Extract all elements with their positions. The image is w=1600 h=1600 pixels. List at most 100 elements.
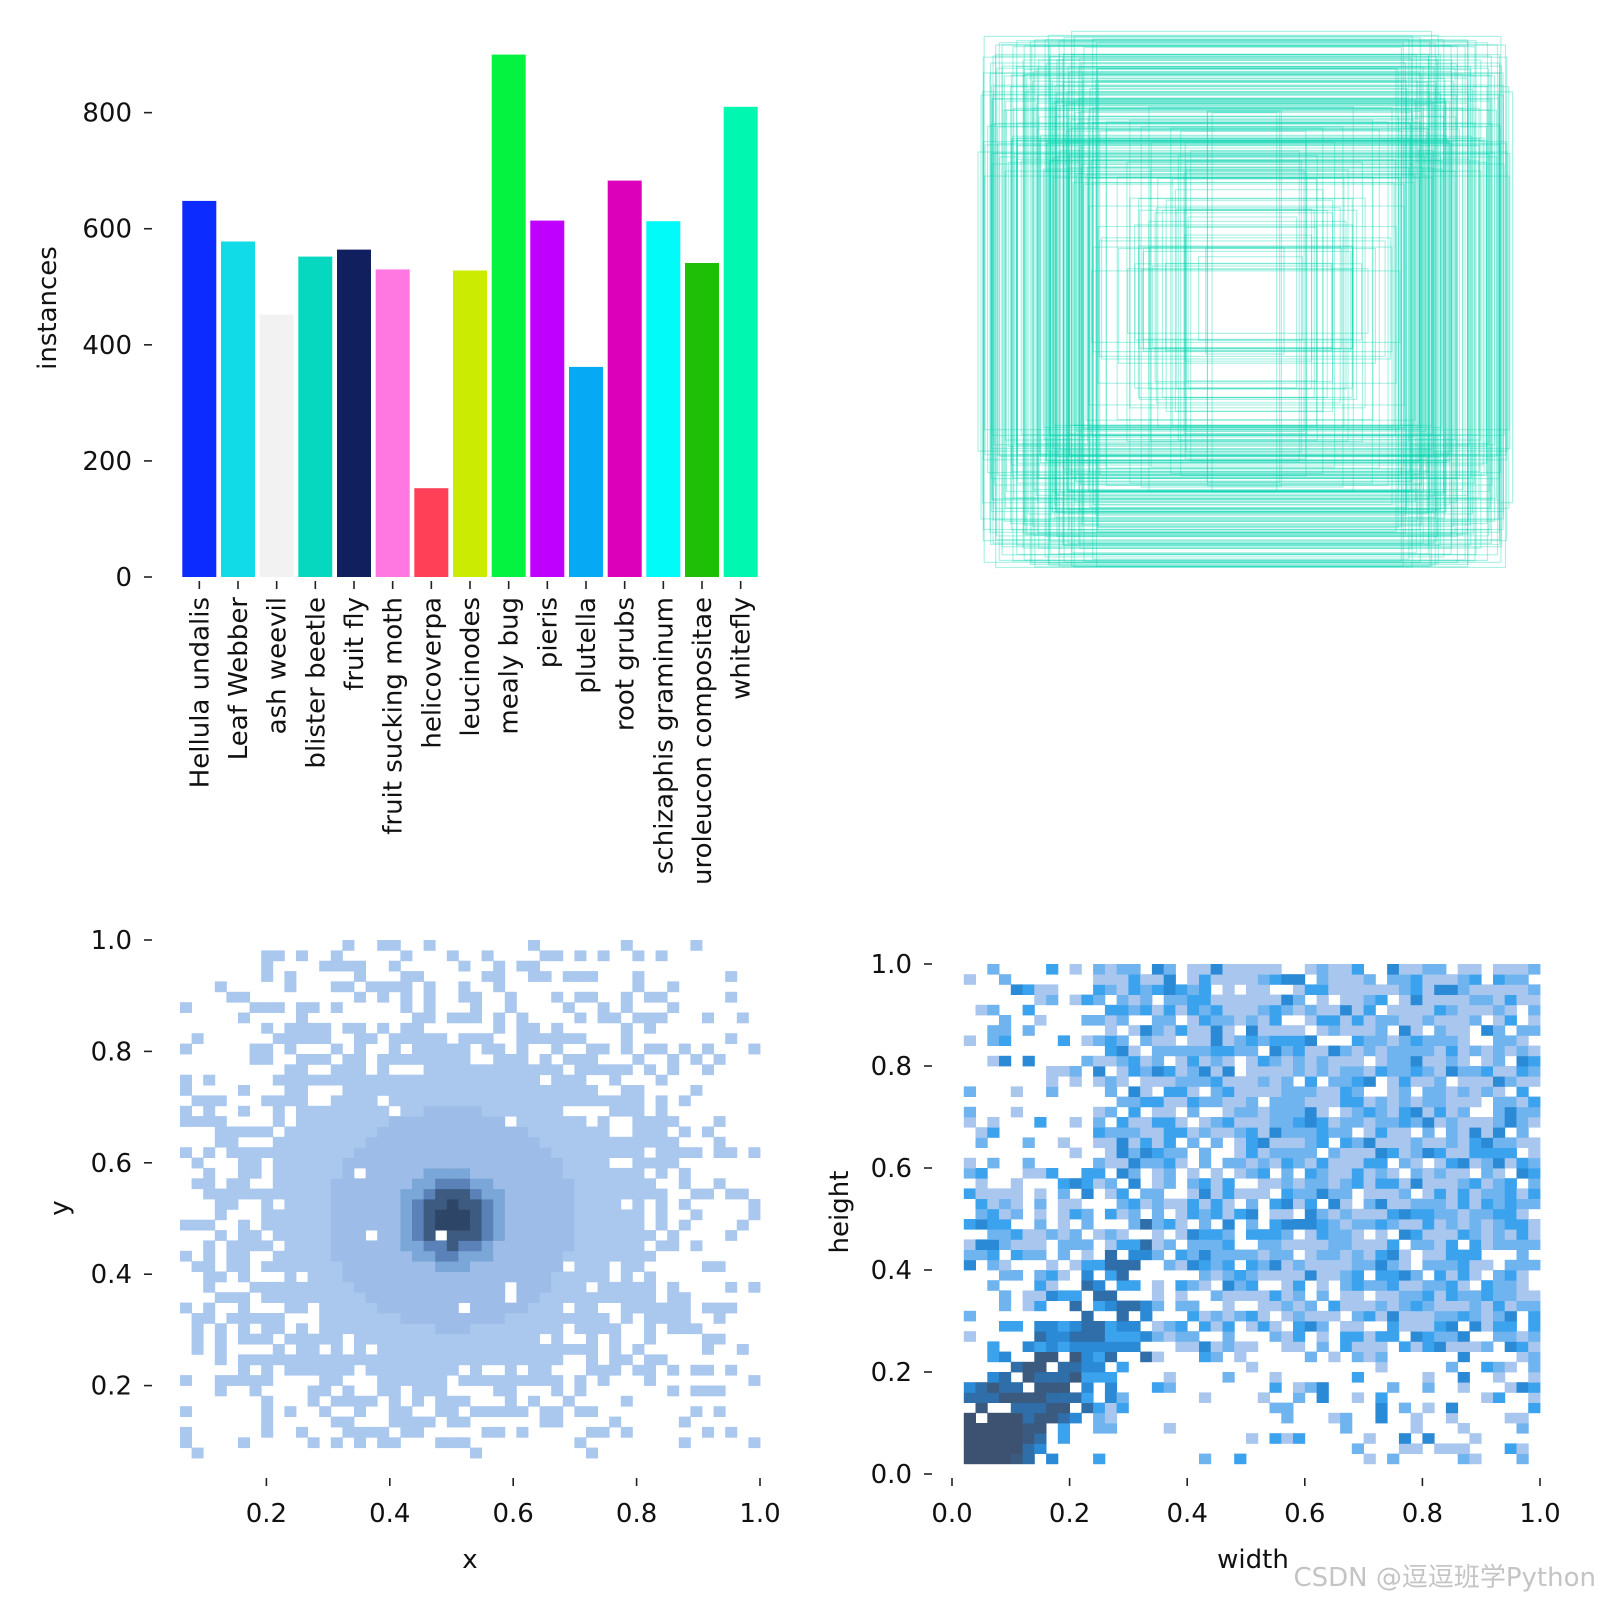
bbox-221: [1095, 80, 1407, 516]
wh-cell: [1128, 1239, 1141, 1250]
xy-cell: [249, 1230, 262, 1241]
wh-cell: [1057, 1137, 1070, 1148]
xy-cell: [516, 1126, 529, 1138]
wh-cell: [1316, 1178, 1329, 1189]
wh-cell: [1516, 1300, 1529, 1312]
wh-cell: [1128, 1168, 1141, 1179]
wh-cell: [1187, 994, 1200, 1006]
y-axis-label: height: [825, 1171, 855, 1254]
xy-cell: [528, 1364, 540, 1376]
wh-cell: [1363, 1035, 1376, 1046]
bbox-174: [1049, 77, 1446, 519]
bbox-158: [1190, 150, 1300, 462]
xy-cell: [354, 1250, 366, 1262]
xy-cell: [354, 1230, 366, 1241]
wh-cell: [1081, 1361, 1094, 1373]
xy-cell: [470, 991, 482, 1003]
wh-cell: [1516, 1412, 1529, 1424]
xy-cell: [307, 1126, 320, 1138]
xy-cell: [678, 1313, 691, 1324]
wh-cell: [1410, 1004, 1423, 1016]
wh-cell: [999, 1259, 1012, 1271]
wh-cell: [1293, 1127, 1306, 1138]
xy-cell: [400, 1313, 413, 1324]
xy-cell: [667, 1002, 680, 1013]
wh-cell: [1469, 1066, 1482, 1077]
xy-cell: [574, 1188, 587, 1200]
xy-cell: [365, 1178, 378, 1190]
xy-cell: [620, 1261, 633, 1272]
wh-cell: [1234, 964, 1247, 975]
wh-cell: [1398, 1321, 1412, 1332]
wh-cell: [1410, 1321, 1423, 1332]
xy-cell: [597, 1147, 610, 1158]
wh-cell: [1046, 1402, 1059, 1414]
bbox-68: [982, 72, 1504, 531]
xy-cell: [562, 1271, 575, 1283]
wh-cell: [1493, 964, 1506, 975]
wh-cell: [1210, 1086, 1223, 1097]
xy-cell: [272, 1354, 285, 1366]
wh-cell: [1493, 984, 1506, 995]
wh-cell: [1187, 1239, 1200, 1250]
wh-cell: [1493, 1280, 1506, 1291]
wh-cell: [1363, 1045, 1376, 1057]
xy-cell: [609, 1074, 622, 1086]
wh-cell: [1398, 1402, 1412, 1414]
y-tick-label: 800: [82, 99, 132, 129]
wh-cell: [1304, 1086, 1317, 1097]
wh-cell: [1363, 984, 1376, 995]
xy-cell: [191, 1178, 204, 1190]
xy-cell: [586, 1199, 598, 1210]
bbox-48: [1211, 112, 1278, 493]
wh-cell: [1093, 1066, 1106, 1077]
xy-cell: [586, 1126, 598, 1138]
wh-cell: [1457, 1096, 1470, 1108]
bbox-155: [1165, 199, 1334, 413]
bbox-143: [1134, 263, 1363, 341]
xy-cell: [412, 1012, 424, 1024]
wh-cell: [1363, 1280, 1376, 1291]
xy-cell: [412, 1364, 424, 1376]
wh-cell: [1210, 1290, 1223, 1301]
xy-cell: [272, 1250, 285, 1262]
wh-cell: [1210, 1351, 1223, 1363]
xy-cell: [446, 1116, 459, 1127]
x-tick-label: helicoverpa: [417, 597, 447, 749]
wh-cell: [1046, 1086, 1059, 1097]
wh-cell: [1057, 1423, 1070, 1434]
xy-cell: [423, 1105, 436, 1117]
x-tick-label: 0.4: [369, 1499, 410, 1529]
xy-cell: [470, 1219, 482, 1231]
bbox-126: [1049, 55, 1438, 543]
wh-cell: [1069, 1341, 1082, 1352]
xy-cell: [354, 1292, 366, 1303]
wh-cell: [1081, 1015, 1094, 1026]
xy-cell: [330, 1313, 343, 1324]
xy-cell: [249, 1385, 262, 1397]
wh-cell: [1199, 1025, 1212, 1036]
xy-cell: [470, 1178, 482, 1190]
wh-cell: [1304, 1321, 1317, 1332]
xy-cell: [412, 1043, 424, 1055]
xy-cell: [261, 1022, 274, 1034]
wh-cell: [1363, 1168, 1376, 1179]
wh-cell: [1516, 1086, 1529, 1097]
wh-cell: [1363, 1137, 1376, 1148]
xy-cell: [354, 1281, 366, 1293]
xy-cell: [412, 1022, 424, 1034]
wh-cell: [1422, 1004, 1435, 1016]
wh-cell: [1422, 1127, 1435, 1138]
xy-cell: [574, 1302, 587, 1314]
xy-cell: [470, 1313, 482, 1324]
xy-cell: [655, 991, 668, 1003]
xy-cell: [214, 1209, 227, 1221]
wh-cell: [1116, 1300, 1129, 1312]
wh-cell: [1257, 1004, 1270, 1016]
wh-cell: [1493, 1208, 1506, 1220]
xy-cell: [238, 1178, 250, 1190]
xy-cell: [423, 1074, 436, 1086]
wh-cell: [1445, 1219, 1459, 1230]
xy-cell: [458, 1116, 471, 1127]
xy-cell: [516, 1426, 529, 1438]
